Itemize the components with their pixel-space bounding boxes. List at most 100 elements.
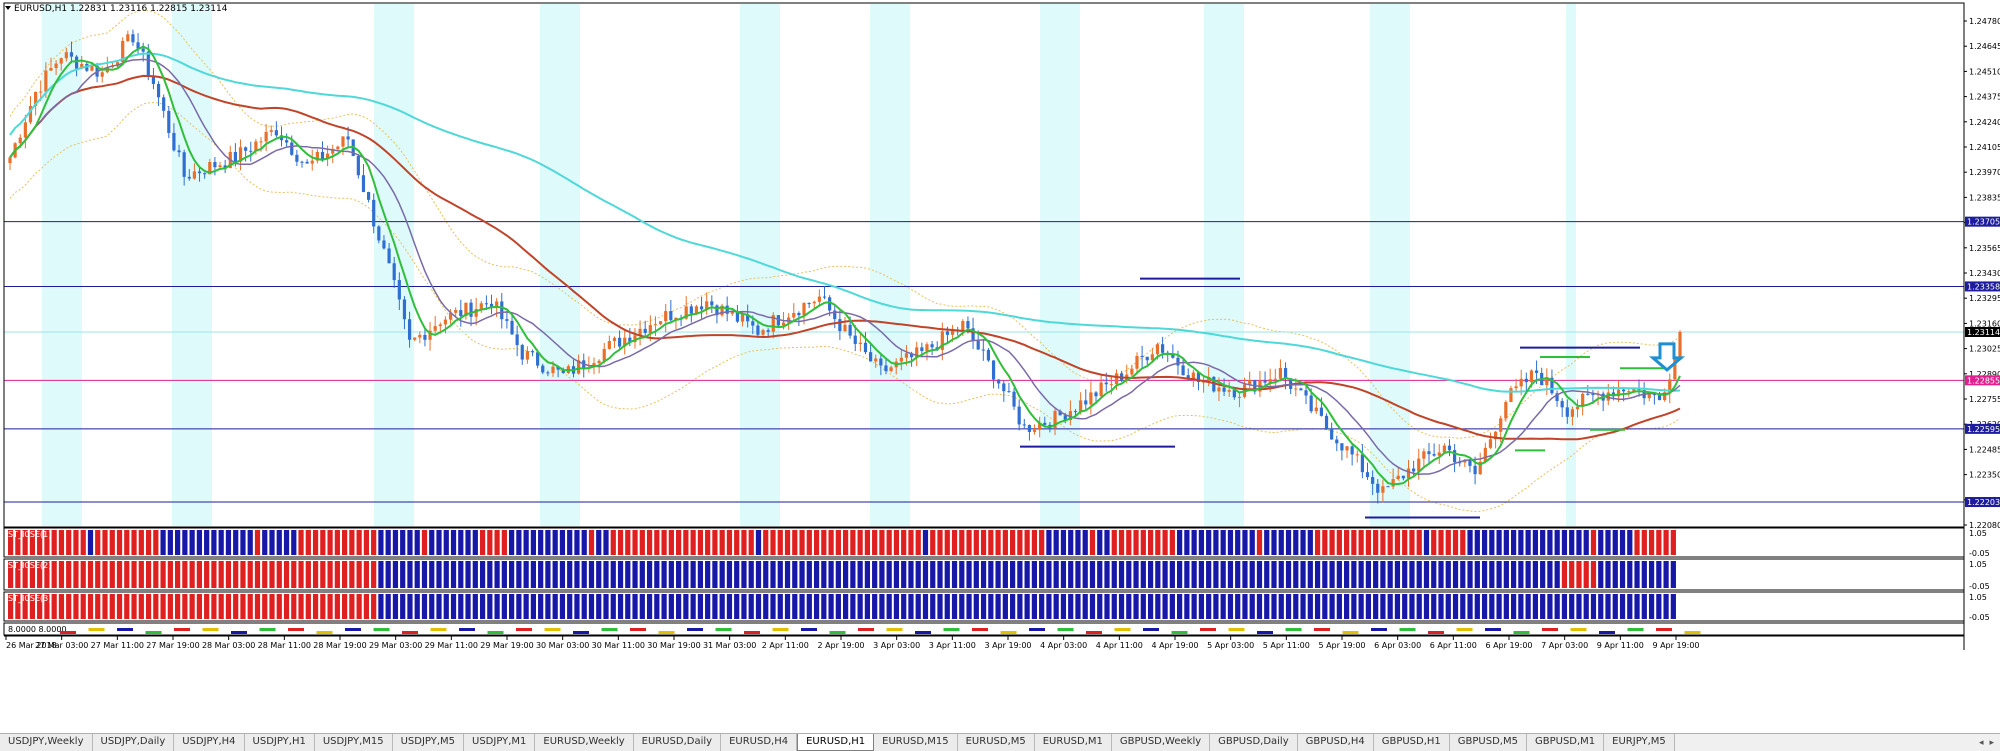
indicator-bar (1409, 530, 1415, 555)
scroll-right-icon[interactable]: ▸ (1989, 737, 1994, 748)
indicator-bar (167, 530, 173, 555)
indicator-bar (145, 594, 152, 619)
indicator-bar (843, 594, 849, 619)
candle-body (433, 326, 437, 331)
indicator-bar (1140, 594, 1146, 619)
indicator-bar (1590, 530, 1597, 555)
candle-body (520, 345, 524, 360)
tab-usdjpy-weekly[interactable]: USDJPY,Weekly (0, 734, 93, 751)
tab-eurusd-h4[interactable]: EURUSD,H4 (721, 734, 798, 751)
session-band (1204, 4, 1244, 526)
tab-eurjpy-m5[interactable]: EURJPY,M5 (1604, 734, 1675, 751)
indicator-bar (1039, 561, 1045, 588)
time-tick-label: 29 Mar 03:00 (369, 641, 422, 650)
indicator-bar (225, 561, 232, 588)
tab-gbpusd-m1[interactable]: GBPUSD,M1 (1526, 734, 1605, 751)
candle-body (1442, 445, 1446, 453)
candle-body (1468, 459, 1472, 466)
time-tick-label: 6 Apr 11:00 (1430, 641, 1477, 650)
tab-eurusd-weekly[interactable]: EURUSD,Weekly (535, 734, 634, 751)
indicator-bar (298, 594, 304, 619)
axis-bg (1964, 0, 2000, 733)
indicator-bar (29, 594, 36, 619)
indicator-bar (857, 594, 863, 619)
indicator-bar (116, 594, 123, 619)
candle-body (274, 130, 278, 136)
candle-body (505, 319, 509, 321)
candle-body (623, 337, 627, 347)
candle-body (1345, 446, 1349, 451)
indicator-bar (1082, 561, 1088, 588)
indicator-bar (1365, 594, 1372, 619)
indicator-bar (73, 530, 79, 555)
candle-body (290, 142, 294, 155)
indicator-bar (879, 561, 885, 588)
indicator-bar (1365, 530, 1372, 555)
candle-body (249, 150, 253, 152)
tab-eurusd-m5[interactable]: EURUSD,M5 (957, 734, 1035, 751)
tab-eurusd-m15[interactable]: EURUSD,M15 (874, 734, 958, 751)
indicator-bar (1554, 530, 1560, 555)
indicator-bar (1627, 561, 1633, 588)
indicator-bar (763, 594, 769, 619)
indicator-bar (269, 594, 275, 619)
tab-usdjpy-h4[interactable]: USDJPY,H4 (174, 734, 245, 751)
tab-gbpusd-h1[interactable]: GBPUSD,H1 (1373, 734, 1450, 751)
indicator-bar (1278, 594, 1284, 619)
indicator-bar (1619, 530, 1626, 555)
scroll-left-icon[interactable]: ◂ (1978, 737, 1984, 748)
indicator-bar (625, 594, 631, 619)
tab-eurusd-m1[interactable]: EURUSD,M1 (1034, 734, 1112, 751)
candle-body (64, 52, 68, 59)
indicator-bar (160, 530, 166, 555)
candle-body (1663, 392, 1667, 401)
indicator-bar (1322, 561, 1328, 588)
indicator-bar (516, 594, 522, 619)
indicator-bar (930, 561, 936, 588)
candle-body (638, 328, 642, 336)
tab-gbpusd-h4[interactable]: GBPUSD,H4 (1297, 734, 1374, 751)
tab-usdjpy-m15[interactable]: USDJPY,M15 (314, 734, 393, 751)
indicator-bar (552, 530, 558, 555)
tab-eurusd-h1[interactable]: EURUSD,H1 (797, 734, 875, 751)
indicator-bar (872, 530, 878, 555)
candle-body (1027, 424, 1032, 432)
menu-triangle-icon[interactable] (5, 6, 11, 10)
indicator-bar (385, 561, 391, 588)
tab-eurusd-daily[interactable]: EURUSD,Daily (633, 734, 722, 751)
candle-body (997, 379, 1001, 384)
tab-usdjpy-m5[interactable]: USDJPY,M5 (392, 734, 465, 751)
indicator-bar (1511, 530, 1517, 555)
indicator-bar (1264, 594, 1270, 619)
indicator-bar (334, 561, 340, 588)
tab-gbpusd-daily[interactable]: GBPUSD,Daily (1210, 734, 1298, 751)
symbol-info: EURUSD,H1 1.22831 1.23116 1.22815 1.2311… (14, 4, 228, 14)
indicator-bar (124, 594, 130, 619)
indicator-bar (646, 594, 653, 619)
indicator-bar (51, 561, 57, 588)
indicator-bar (567, 594, 573, 619)
tab-gbpusd-weekly[interactable]: GBPUSD,Weekly (1111, 734, 1211, 751)
indicator-bar (588, 561, 595, 588)
indicator-bar (596, 594, 602, 619)
candle-body (1268, 379, 1272, 383)
indicator-bar (22, 530, 28, 555)
candle-body (382, 240, 386, 249)
indicator-bar (167, 594, 173, 619)
indicator-segment (1029, 628, 1045, 631)
tab-usdjpy-m1[interactable]: USDJPY,M1 (464, 734, 536, 751)
candle-body (346, 136, 350, 140)
tab-gbpusd-m5[interactable]: GBPUSD,M5 (1449, 734, 1527, 751)
price-chart[interactable]: 1.24780 1.24645 1.24510 1.24375 1.24240 1.241… (0, 0, 2000, 733)
indicator-bar (1511, 594, 1517, 619)
tab-usdjpy-daily[interactable]: USDJPY,Daily (92, 734, 175, 751)
indicator-bar (1663, 530, 1669, 555)
tab-usdjpy-h1[interactable]: USDJPY,H1 (244, 734, 315, 751)
candle-body (1073, 411, 1078, 413)
indicator-bar (1155, 594, 1161, 619)
price-tick-label: 1.24780 (1969, 17, 2000, 26)
indicator-bar (1387, 561, 1393, 588)
indicator-bar (479, 561, 486, 588)
indicator-bar (1394, 530, 1401, 555)
indicator-bar (792, 530, 798, 555)
